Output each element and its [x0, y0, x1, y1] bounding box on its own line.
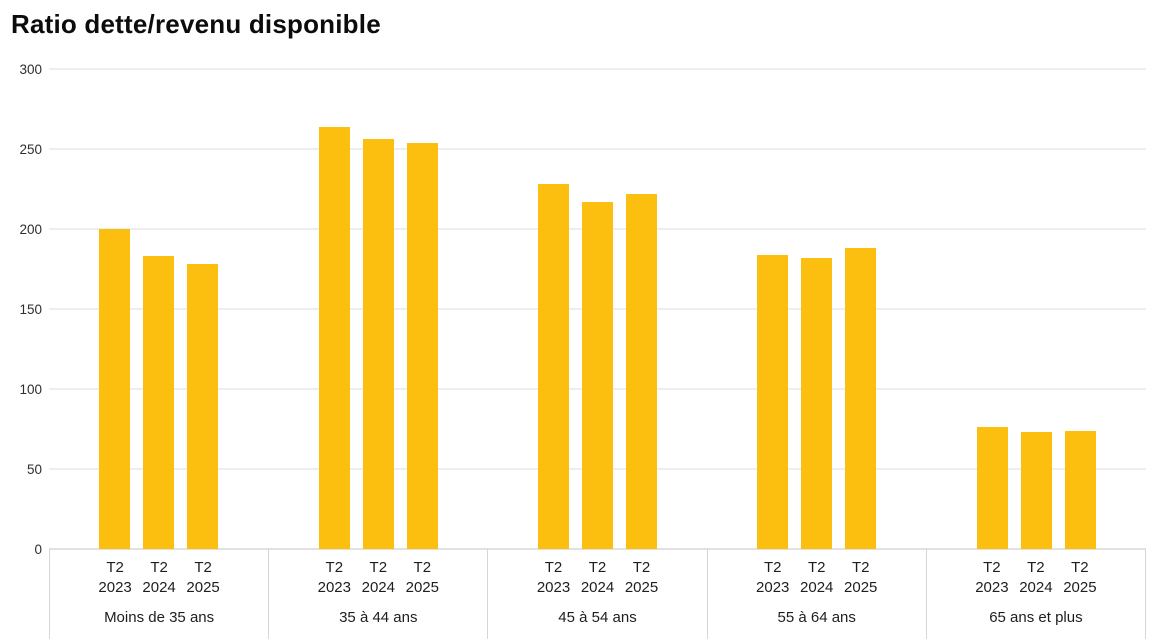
- period-year-label: 2023: [756, 579, 790, 596]
- bar-group: [49, 69, 268, 549]
- period-labels: T2 2023 T2 2024 T2 2025: [312, 558, 444, 598]
- period-year-label: 2023: [536, 579, 571, 596]
- age-group-label: 65 ans et plus: [989, 609, 1083, 626]
- period-label: T2 2024: [795, 558, 839, 598]
- period-year-label: 2024: [580, 579, 615, 596]
- age-group-label: 35 à 44 ans: [339, 609, 418, 626]
- bar: [143, 256, 175, 549]
- period-quarter-label: T2: [632, 559, 651, 576]
- y-tick-label: 0: [34, 541, 42, 557]
- period-year-label: 2025: [405, 579, 439, 596]
- x-label-cell: T2 2023 T2 2024 T2 2025 45 à 54 ans: [487, 549, 706, 639]
- bar: [582, 201, 614, 549]
- gridline: [49, 148, 1146, 150]
- period-quarter-label: T2: [150, 559, 168, 576]
- period-year-label: 2023: [317, 579, 351, 596]
- gridline: [49, 68, 1146, 70]
- chart-title: Ratio dette/revenu disponible: [11, 9, 381, 39]
- bar-groups: [49, 69, 1146, 549]
- period-quarter-label: T2: [1071, 559, 1089, 576]
- bar: [362, 139, 394, 549]
- bar: [757, 254, 789, 549]
- y-tick-label: 300: [19, 61, 42, 77]
- x-label-cell: T2 2023 T2 2024 T2 2025 Moins de 35 ans: [49, 549, 268, 639]
- age-group-label: 45 à 54 ans: [558, 609, 637, 626]
- period-quarter-label: T2: [807, 559, 826, 576]
- period-quarter-label: T2: [325, 559, 344, 576]
- x-label-cell: T2 2023 T2 2024 T2 2025 55 à 64 ans: [706, 549, 926, 639]
- period-label: T2 2023: [532, 558, 576, 598]
- period-label: T2 2025: [181, 558, 225, 598]
- period-quarter-label: T2: [106, 559, 124, 576]
- period-label: T2 2025: [620, 558, 664, 598]
- bar: [1064, 430, 1096, 549]
- x-label-cell: T2 2023 T2 2024 T2 2025 35 à 44 ans: [268, 549, 487, 639]
- y-tick-label: 150: [19, 301, 42, 317]
- bar: [538, 184, 570, 549]
- age-group-label: 55 à 64 ans: [777, 609, 856, 626]
- period-label: T2 2023: [970, 558, 1014, 598]
- y-axis: 0 50 100 150 200 250 300: [0, 62, 42, 555]
- bar-group: [927, 69, 1146, 549]
- period-quarter-label: T2: [413, 559, 432, 576]
- bar: [1020, 432, 1052, 549]
- plot-area: [49, 68, 1146, 550]
- period-year-label: 2025: [624, 579, 659, 596]
- bar-group: [268, 69, 487, 549]
- bar: [99, 229, 131, 549]
- period-label: T2 2025: [400, 558, 444, 598]
- y-tick-label: 200: [19, 221, 42, 237]
- period-quarter-label: T2: [544, 559, 563, 576]
- period-quarter-label: T2: [763, 559, 782, 576]
- x-axis-label-band: T2 2023 T2 2024 T2 2025 Moins de 35 ans T2 2023 T…: [49, 549, 1147, 639]
- y-tick-label: 50: [26, 461, 42, 477]
- period-quarter-label: T2: [851, 559, 870, 576]
- period-quarter-label: T2: [983, 559, 1001, 576]
- bar: [845, 248, 877, 549]
- period-labels: T2 2023 T2 2024 T2 2025: [970, 558, 1102, 598]
- bar: [406, 142, 438, 549]
- period-year-label: 2023: [975, 579, 1009, 596]
- period-label: T2 2023: [312, 558, 356, 598]
- bar-group: [707, 69, 926, 549]
- period-year-label: 2025: [844, 579, 878, 596]
- period-label: T2 2025: [1058, 558, 1102, 598]
- period-year-label: 2024: [800, 579, 834, 596]
- period-year-label: 2024: [142, 579, 176, 596]
- period-year-label: 2025: [1063, 579, 1097, 596]
- period-quarter-label: T2: [588, 559, 607, 576]
- period-quarter-label: T2: [194, 559, 212, 576]
- bar: [187, 264, 219, 549]
- bar: [318, 126, 350, 549]
- period-year-label: 2024: [1019, 579, 1053, 596]
- period-label: T2 2025: [839, 558, 883, 598]
- y-tick-label: 100: [19, 381, 42, 397]
- period-labels: T2 2023 T2 2024 T2 2025: [751, 558, 883, 598]
- bar: [626, 193, 658, 549]
- period-year-label: 2024: [361, 579, 395, 596]
- period-label: T2 2024: [356, 558, 400, 598]
- period-label: T2 2024: [576, 558, 620, 598]
- period-label: T2 2024: [1014, 558, 1058, 598]
- period-year-label: 2025: [186, 579, 220, 596]
- period-label: T2 2023: [751, 558, 795, 598]
- period-label: T2 2024: [137, 558, 181, 598]
- period-labels: T2 2023 T2 2024 T2 2025: [532, 558, 664, 598]
- period-quarter-label: T2: [369, 559, 388, 576]
- period-quarter-label: T2: [1027, 559, 1045, 576]
- age-group-label: Moins de 35 ans: [104, 609, 215, 626]
- y-tick-label: 250: [19, 141, 42, 157]
- bar-group: [488, 69, 707, 549]
- x-axis-line: [49, 548, 1146, 550]
- period-label: T2 2023: [93, 558, 137, 598]
- period-year-label: 2023: [98, 579, 132, 596]
- x-label-cell: T2 2023 T2 2024 T2 2025 65 ans et plus: [925, 549, 1147, 639]
- bar: [976, 427, 1008, 549]
- period-labels: T2 2023 T2 2024 T2 2025: [93, 558, 225, 598]
- bar: [801, 257, 833, 549]
